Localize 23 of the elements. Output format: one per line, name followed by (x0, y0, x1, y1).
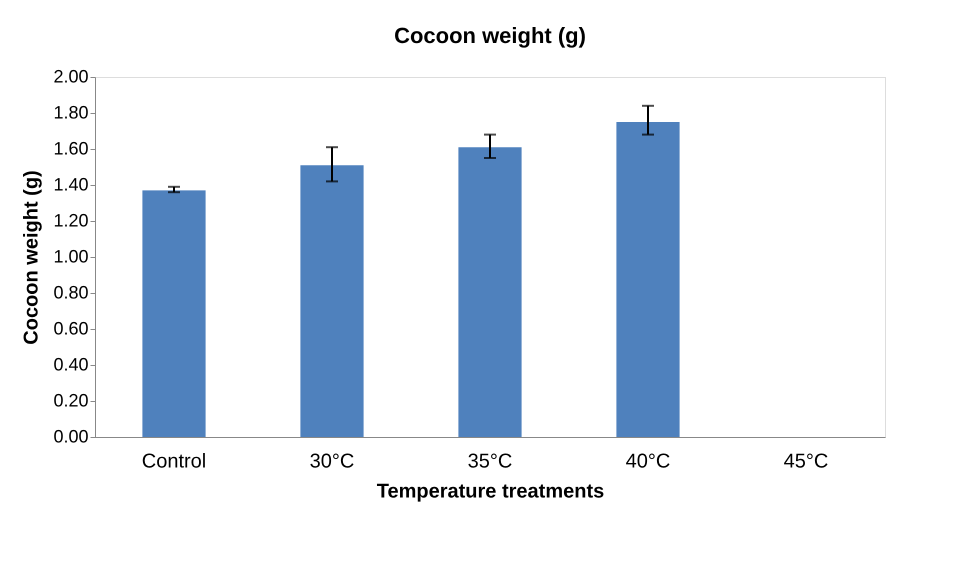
y-tick-label: 0.80 (53, 282, 88, 302)
y-tick-label: 1.60 (53, 138, 88, 158)
x-tick-label: 30°C (310, 450, 354, 472)
bar (142, 190, 206, 437)
y-tick-label: 0.00 (53, 426, 88, 446)
bar (300, 165, 364, 437)
x-tick-label: 35°C (468, 450, 512, 472)
y-axis-title: Cocoon weight (g) (20, 170, 42, 345)
bar (458, 147, 522, 437)
x-tick-label: 40°C (626, 450, 670, 472)
x-tick-label: 45°C (784, 450, 828, 472)
y-tick-label: 1.80 (53, 102, 88, 122)
bar (616, 122, 680, 437)
y-tick-label: 2.00 (53, 66, 88, 86)
x-axis-title: Temperature treatments (376, 480, 604, 502)
x-tick-label: Control (142, 450, 206, 472)
y-tick-label: 1.00 (53, 246, 88, 266)
chart-title: Cocoon weight (g) (394, 23, 586, 48)
y-tick-label: 0.60 (53, 318, 88, 338)
y-tick-label: 1.20 (53, 210, 88, 230)
y-tick-label: 0.20 (53, 390, 88, 410)
y-tick-label: 0.40 (53, 354, 88, 374)
y-tick-label: 1.40 (53, 174, 88, 194)
